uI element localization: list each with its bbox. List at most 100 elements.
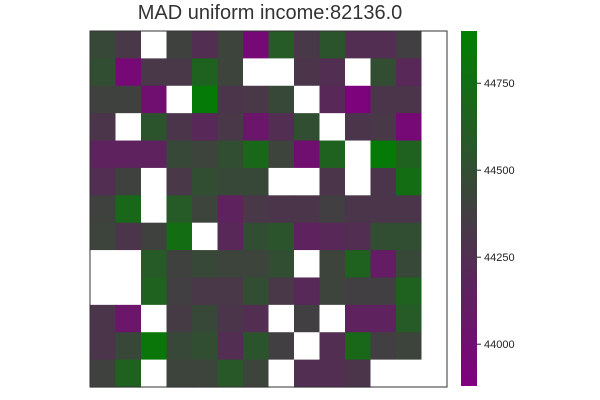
heatmap-cell: [141, 222, 168, 251]
heatmap-cell: [345, 58, 372, 87]
heatmap-cell: [370, 113, 397, 142]
heatmap-cell: [243, 85, 270, 114]
heatmap-cell: [166, 167, 193, 196]
heatmap-cell: [217, 277, 244, 306]
heatmap-cell: [141, 250, 168, 279]
heatmap-cell: [345, 277, 372, 306]
heatmap-cell: [90, 113, 117, 142]
heatmap-cell: [396, 304, 423, 333]
heatmap-cell: [268, 222, 295, 251]
heatmap-cell: [421, 359, 448, 388]
colorbar-tick-label: 44750: [484, 78, 515, 90]
heatmap-cell: [217, 140, 244, 169]
heatmap-cell: [294, 195, 321, 224]
colorbar: [461, 31, 477, 386]
heatmap-cell: [370, 304, 397, 333]
heatmap-cell: [166, 359, 193, 388]
heatmap-cell: [421, 250, 448, 279]
heatmap-cell: [396, 222, 423, 251]
heatmap-cell: [115, 277, 142, 306]
heatmap-cell: [319, 113, 346, 142]
heatmap-cell: [141, 332, 168, 361]
heatmap-cell: [345, 304, 372, 333]
heatmap-cell: [396, 140, 423, 169]
heatmap-cell: [90, 277, 117, 306]
heatmap-cell: [268, 359, 295, 388]
heatmap-cell: [243, 58, 270, 87]
chart-title: MAD uniform income:82136.0: [137, 2, 403, 24]
heatmap-cell: [294, 277, 321, 306]
heatmap-cell: [319, 58, 346, 87]
heatmap-cell: [421, 113, 448, 142]
heatmap-cell: [319, 85, 346, 114]
heatmap-cell: [319, 31, 346, 59]
heatmap-cell: [294, 359, 321, 388]
heatmap-cell: [166, 195, 193, 224]
heatmap-cell: [141, 304, 168, 333]
heatmap-cell: [90, 31, 117, 59]
heatmap-cell: [319, 195, 346, 224]
heatmap-cell: [370, 167, 397, 196]
heatmap-cell: [345, 140, 372, 169]
heatmap-cell: [217, 167, 244, 196]
heatmap-cell: [166, 58, 193, 87]
heatmap-cell: [90, 167, 117, 196]
heatmap-cell: [192, 332, 219, 361]
heatmap-cell: [115, 85, 142, 114]
heatmap-cell: [268, 277, 295, 306]
heatmap-cell: [294, 113, 321, 142]
heatmap-cell: [396, 167, 423, 196]
heatmap-cell: [345, 85, 372, 114]
heatmap-cell: [90, 332, 117, 361]
heatmap-cells: [90, 31, 448, 388]
heatmap-cell: [421, 31, 448, 59]
heatmap-cell: [370, 58, 397, 87]
heatmap-cell: [421, 222, 448, 251]
heatmap-cell: [115, 140, 142, 169]
heatmap-cell: [370, 195, 397, 224]
heatmap-cell: [268, 250, 295, 279]
heatmap-cell: [166, 85, 193, 114]
heatmap-cell: [192, 31, 219, 59]
heatmap-cell: [294, 332, 321, 361]
heatmap-cell: [166, 31, 193, 59]
heatmap-cell: [243, 359, 270, 388]
heatmap-cell: [345, 31, 372, 59]
heatmap-cell: [319, 277, 346, 306]
heatmap-cell: [421, 332, 448, 361]
heatmap-cell: [192, 167, 219, 196]
heatmap-cell: [345, 222, 372, 251]
heatmap-cell: [268, 31, 295, 59]
heatmap-cell: [294, 140, 321, 169]
heatmap-cell: [243, 222, 270, 251]
heatmap-cell: [421, 167, 448, 196]
heatmap-cell: [396, 250, 423, 279]
heatmap-cell: [141, 113, 168, 142]
heatmap-cell: [370, 31, 397, 59]
heatmap-cell: [90, 140, 117, 169]
heatmap-cell: [294, 58, 321, 87]
heatmap-cell: [141, 277, 168, 306]
heatmap-cell: [192, 359, 219, 388]
heatmap-cell: [217, 195, 244, 224]
heatmap-cell: [370, 85, 397, 114]
heatmap-cell: [166, 222, 193, 251]
heatmap-cell: [141, 85, 168, 114]
heatmap-cell: [370, 332, 397, 361]
heatmap-cell: [268, 58, 295, 87]
heatmap-cell: [345, 167, 372, 196]
heatmap-cell: [243, 332, 270, 361]
heatmap-cell: [217, 304, 244, 333]
heatmap-cell: [166, 304, 193, 333]
heatmap-cell: [396, 85, 423, 114]
heatmap-cell: [294, 250, 321, 279]
heatmap-cell: [243, 304, 270, 333]
heatmap-cell: [192, 277, 219, 306]
heatmap-cell: [396, 58, 423, 87]
heatmap-cell: [217, 359, 244, 388]
heatmap-cell: [115, 113, 142, 142]
heatmap-cell: [217, 222, 244, 251]
heatmap-cell: [90, 250, 117, 279]
heatmap-cell: [217, 31, 244, 59]
